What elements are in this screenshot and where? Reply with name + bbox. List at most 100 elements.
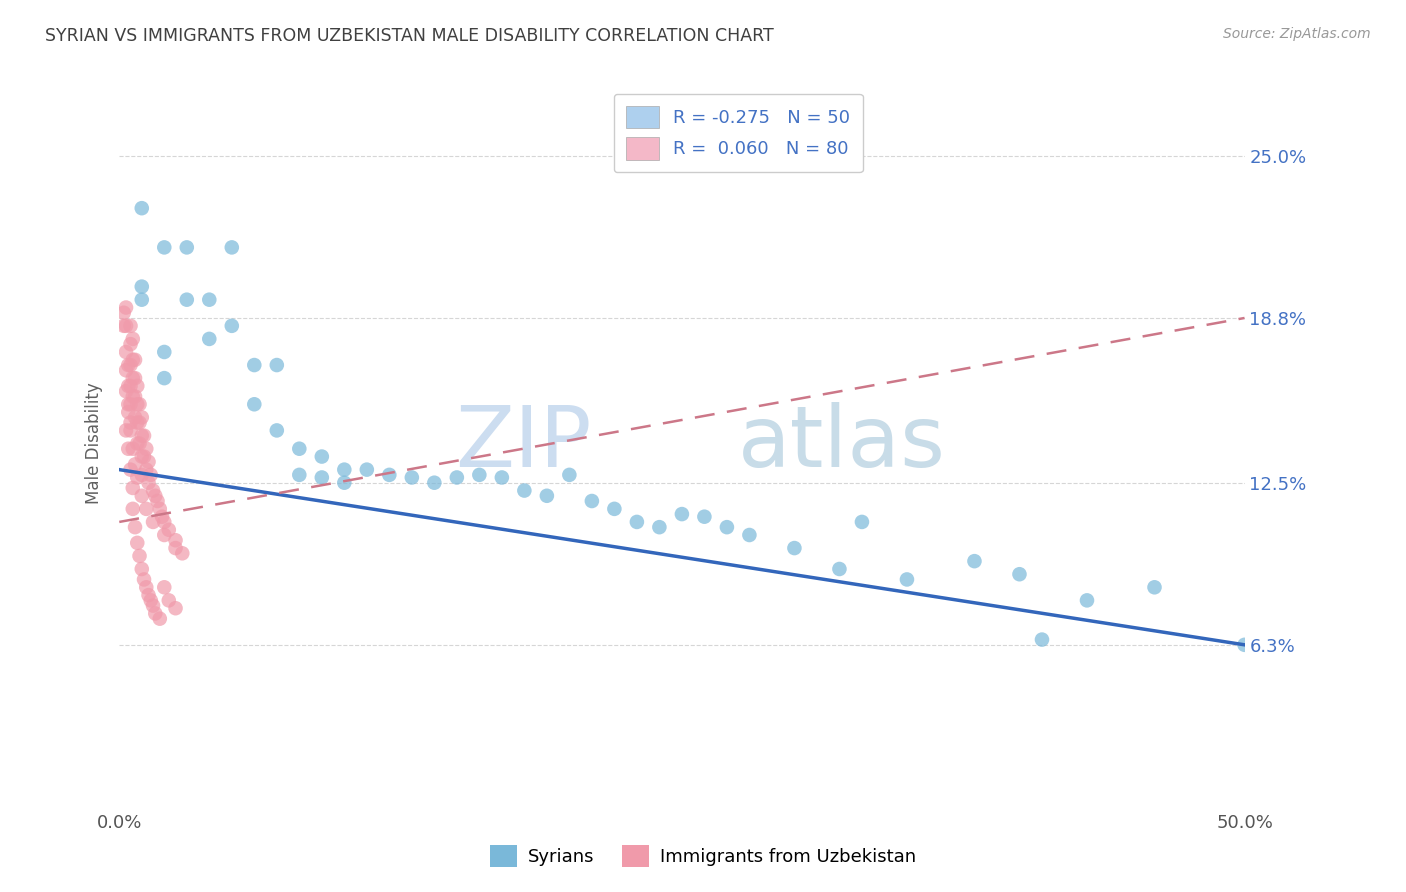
Point [198, 293, 221, 307]
Point [121, 501, 143, 516]
Point [115, 363, 138, 377]
Point [121, 481, 143, 495]
Point [153, 371, 176, 385]
Point [603, 501, 626, 516]
Point [1031, 632, 1053, 647]
Point [112, 306, 135, 320]
Y-axis label: Male Disability: Male Disability [86, 383, 103, 504]
Point [149, 612, 172, 626]
Point [288, 467, 311, 482]
Point [153, 515, 176, 529]
Point [131, 279, 153, 293]
Point [165, 601, 187, 615]
Point [783, 541, 806, 555]
Point [131, 450, 153, 464]
Point [626, 515, 648, 529]
Point [142, 483, 165, 498]
Point [138, 475, 160, 490]
Point [128, 549, 150, 563]
Point [1233, 638, 1256, 652]
Point [356, 462, 378, 476]
Point [1143, 580, 1166, 594]
Point [142, 599, 165, 613]
Point [693, 509, 716, 524]
Text: ZIP: ZIP [456, 402, 592, 485]
Point [131, 428, 153, 442]
Point [131, 293, 153, 307]
Point [176, 293, 198, 307]
Point [124, 389, 146, 403]
Point [120, 462, 142, 476]
Point [124, 371, 146, 385]
Point [221, 240, 243, 254]
Point [121, 442, 143, 456]
Point [143, 607, 166, 621]
Point [120, 337, 142, 351]
Point [157, 593, 180, 607]
Point [139, 467, 162, 482]
Point [115, 424, 138, 438]
Point [128, 436, 150, 450]
Point [120, 318, 142, 333]
Point [266, 424, 288, 438]
Point [135, 462, 157, 476]
Text: SYRIAN VS IMMIGRANTS FROM UZBEKISTAN MALE DISABILITY CORRELATION CHART: SYRIAN VS IMMIGRANTS FROM UZBEKISTAN MAL… [45, 27, 773, 45]
Point [333, 475, 356, 490]
Point [149, 501, 172, 516]
Point [468, 467, 491, 482]
Point [198, 332, 221, 346]
Point [131, 410, 153, 425]
Point [221, 318, 243, 333]
Point [117, 442, 139, 456]
Point [378, 467, 401, 482]
Point [828, 562, 851, 576]
Point [124, 458, 146, 472]
Text: atlas: atlas [738, 402, 946, 485]
Point [124, 352, 146, 367]
Point [536, 489, 558, 503]
Point [1076, 593, 1098, 607]
Point [112, 318, 135, 333]
Point [128, 397, 150, 411]
Point [333, 462, 356, 476]
Point [120, 397, 142, 411]
Point [124, 410, 146, 425]
Point [716, 520, 738, 534]
Point [132, 573, 155, 587]
Point [143, 489, 166, 503]
Point [135, 580, 157, 594]
Point [266, 358, 288, 372]
Point [132, 428, 155, 442]
Point [127, 436, 149, 450]
Point [491, 470, 513, 484]
Point [121, 352, 143, 367]
Point [243, 397, 266, 411]
Point [311, 470, 333, 484]
Point [146, 494, 169, 508]
Point [139, 593, 162, 607]
Point [401, 470, 423, 484]
Point [165, 541, 187, 555]
Point [131, 201, 153, 215]
Point [963, 554, 986, 568]
Point [127, 416, 149, 430]
Point [117, 405, 139, 419]
Point [128, 416, 150, 430]
Point [153, 580, 176, 594]
Point [127, 397, 149, 411]
Point [131, 467, 153, 482]
Point [135, 442, 157, 456]
Point [423, 475, 446, 490]
Point [513, 483, 536, 498]
Point [243, 358, 266, 372]
Point [153, 528, 176, 542]
Point [117, 397, 139, 411]
Point [115, 384, 138, 399]
Point [131, 489, 153, 503]
Point [121, 371, 143, 385]
Legend: Syrians, Immigrants from Uzbekistan: Syrians, Immigrants from Uzbekistan [484, 838, 922, 874]
Point [446, 470, 468, 484]
Point [138, 455, 160, 469]
Point [127, 379, 149, 393]
Point [176, 240, 198, 254]
